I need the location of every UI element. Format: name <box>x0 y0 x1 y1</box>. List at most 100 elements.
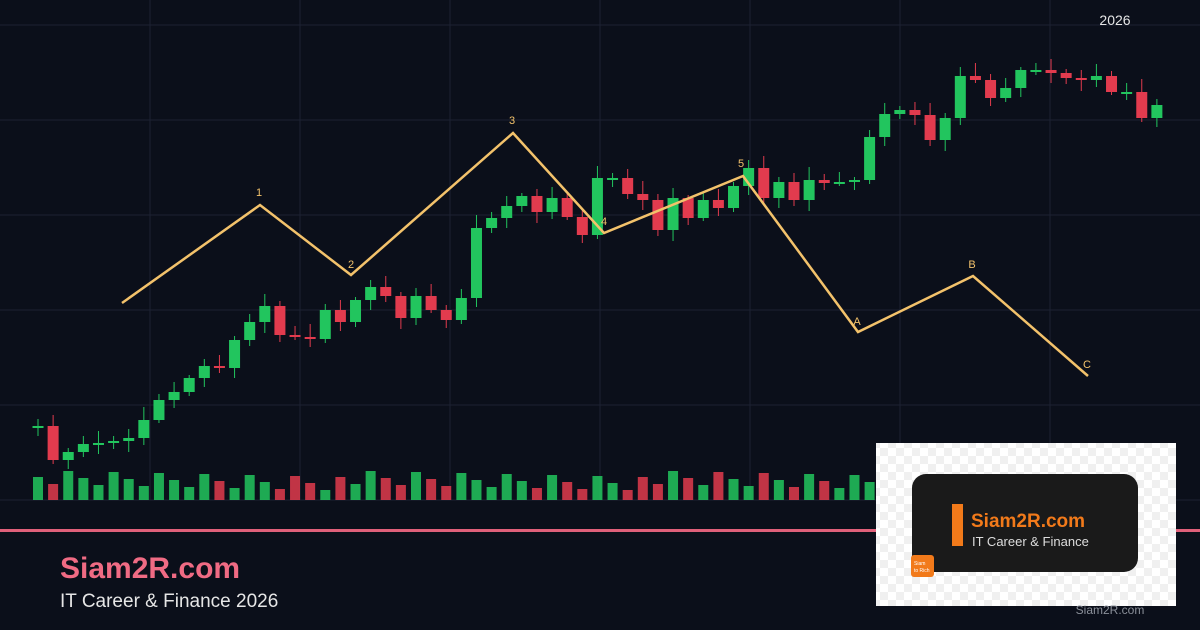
volume-bar <box>728 479 739 500</box>
candle-body <box>743 168 755 186</box>
volume-bar <box>698 485 709 500</box>
volume-bar <box>501 474 512 500</box>
wave-label: B <box>968 259 975 271</box>
candle-body <box>92 443 104 445</box>
candle-body <box>607 178 619 180</box>
volume-bar <box>93 485 104 500</box>
candle-body <box>153 400 165 420</box>
candle-body <box>667 198 679 230</box>
watermark: Siam2R.com <box>1076 603 1145 617</box>
candle-body <box>728 186 740 208</box>
candle-body <box>334 310 346 322</box>
volume-bar <box>229 488 240 500</box>
candle-body <box>365 287 377 300</box>
candle-body <box>697 200 709 218</box>
volume-bar <box>607 483 618 500</box>
candle-body <box>440 310 452 320</box>
candle-body <box>380 287 392 296</box>
volume-bar <box>108 472 119 500</box>
candle-body <box>501 206 513 218</box>
volume-bar <box>849 475 860 500</box>
volume-bar <box>199 474 210 500</box>
candle-body <box>622 178 634 194</box>
volume-bar <box>668 471 679 500</box>
volume-bar <box>683 478 694 500</box>
volume-bar <box>380 478 391 500</box>
candle-body <box>47 426 59 460</box>
divider <box>0 529 1200 532</box>
volume-bar <box>486 487 497 500</box>
volume-bar <box>471 480 482 500</box>
volume-bar <box>244 475 255 500</box>
candle-body <box>637 194 649 200</box>
logo-box: Siam2R.com IT Career & Finance Siam to R… <box>876 443 1176 606</box>
volume-bar <box>864 482 875 500</box>
candle-body <box>954 76 966 118</box>
candle-body <box>879 114 891 137</box>
candle-body <box>259 306 271 322</box>
candle-body <box>138 420 150 438</box>
brand-title: Siam2R.com <box>60 552 240 585</box>
volume-bar <box>350 484 361 500</box>
candle-body <box>1106 76 1118 92</box>
candle-body <box>410 296 422 318</box>
candle-body <box>183 378 195 392</box>
candle-body <box>168 392 180 400</box>
volume-bar <box>804 474 815 500</box>
wave-label: 5 <box>738 158 744 170</box>
candle-body <box>576 217 588 235</box>
candle-body <box>32 426 44 428</box>
logo-title: Siam2R.com <box>971 511 1085 532</box>
candle-body <box>1045 70 1057 73</box>
candle-body <box>561 198 573 217</box>
candle-body <box>1000 88 1012 98</box>
volume-bar <box>592 476 603 500</box>
volume-bar <box>169 480 180 500</box>
volume-bar <box>78 478 89 500</box>
volume-bar <box>138 486 149 500</box>
candle-body <box>939 118 951 140</box>
volume-bar <box>274 489 285 500</box>
candle-body <box>969 76 981 80</box>
candle-body <box>274 306 286 335</box>
candle-body <box>455 298 467 320</box>
wave-label: 3 <box>509 115 515 127</box>
candle-body <box>1060 73 1072 78</box>
logo-icon <box>911 555 934 577</box>
volume-bar <box>531 488 542 500</box>
candle-body <box>229 340 241 368</box>
candle-body <box>652 200 664 230</box>
volume-bar <box>320 490 331 500</box>
candle-body <box>516 196 528 206</box>
candle-body <box>773 182 785 198</box>
candle-body <box>985 80 997 98</box>
candle-body <box>77 444 89 452</box>
candle-body <box>1136 92 1148 118</box>
candle-body <box>198 366 210 378</box>
volume-bar <box>123 479 134 500</box>
candle-body <box>758 168 770 198</box>
candle-body <box>1090 76 1102 80</box>
candle-body <box>395 296 407 318</box>
wave-label: 2 <box>348 259 354 271</box>
volume-bar <box>773 480 784 500</box>
wave-label: A <box>853 316 861 328</box>
candle-body <box>244 322 256 340</box>
volume-bar <box>622 490 633 500</box>
volume-bar <box>214 481 225 500</box>
volume-bar <box>456 473 467 500</box>
candle-body <box>894 110 906 114</box>
wave-label: C <box>1083 359 1091 371</box>
volume-bar <box>184 487 195 500</box>
candle-body <box>682 198 694 218</box>
candle-body <box>486 218 498 228</box>
wave-line <box>121 131 1089 377</box>
candle-body <box>350 300 362 322</box>
candle-body <box>531 196 543 212</box>
candle-body <box>864 137 876 180</box>
candle-body <box>304 337 316 339</box>
candle-body <box>425 296 437 310</box>
candle-body <box>591 178 603 235</box>
